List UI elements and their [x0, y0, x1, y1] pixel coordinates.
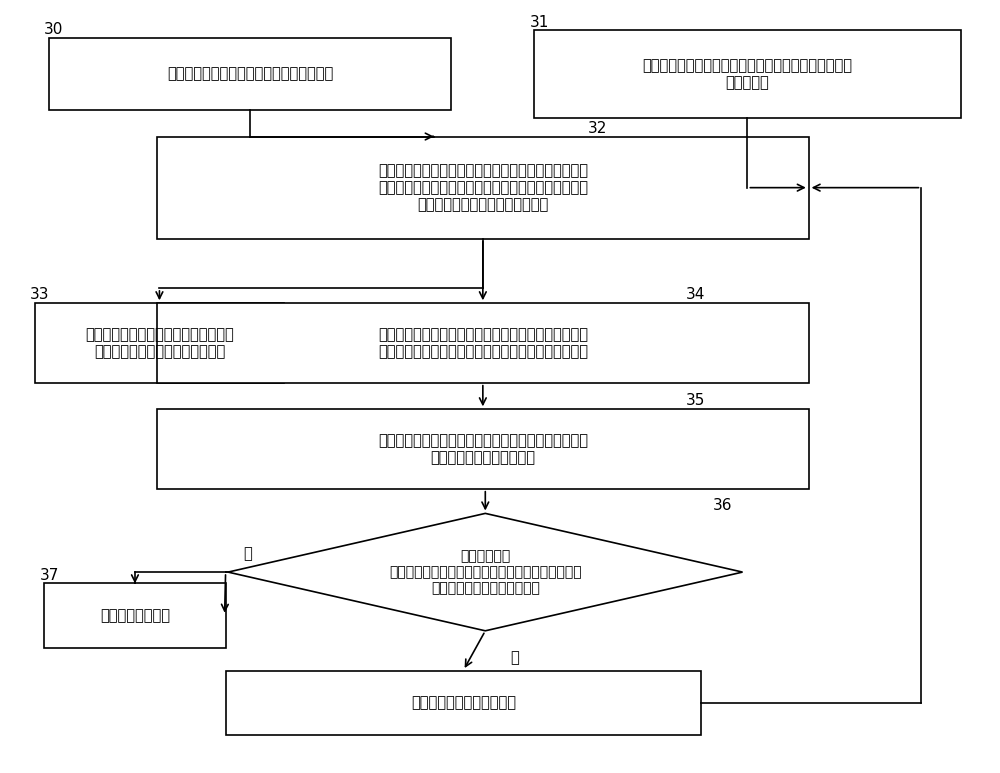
Text: 30: 30 [44, 22, 64, 37]
Text: 是: 是 [243, 546, 252, 560]
Text: 等待下一次定位的定位结果: 等待下一次定位的定位结果 [411, 695, 516, 710]
FancyBboxPatch shape [226, 670, 701, 735]
FancyBboxPatch shape [157, 409, 809, 489]
Text: 对所述距离小于等于预设的距离阈值的
日程提醒信息，提醒用户日程活动: 对所述距离小于等于预设的距离阈值的 日程提醒信息，提醒用户日程活动 [85, 327, 234, 359]
Text: 提醒用户日程活动: 提醒用户日程活动 [100, 608, 170, 623]
Text: 根据最后一次定位的定位结果和所述获取的日程提醒信
息中的日程活动地点，计算所述最后一次定位的定位结
果与所述日程活动地点之间的距离: 根据最后一次定位的定位结果和所述获取的日程提醒信 息中的日程活动地点，计算所述最… [378, 163, 588, 213]
Text: 31: 31 [529, 15, 549, 29]
FancyBboxPatch shape [157, 137, 809, 239]
Text: 获取用户通过移动终端预设的日程提醒信息: 获取用户通过移动终端预设的日程提醒信息 [167, 66, 333, 81]
Text: 35: 35 [686, 393, 706, 408]
FancyBboxPatch shape [44, 584, 226, 648]
Text: 根据所述最后一次定位的定位结果及所述获取的日程提
醒信息，计算日程提醒时间: 根据所述最后一次定位的定位结果及所述获取的日程提 醒信息，计算日程提醒时间 [378, 433, 588, 465]
Text: 33: 33 [30, 288, 49, 302]
Text: 否: 否 [510, 650, 519, 665]
FancyBboxPatch shape [534, 30, 961, 117]
Text: 34: 34 [686, 288, 706, 302]
Text: 32: 32 [588, 121, 608, 136]
Text: 36: 36 [713, 498, 733, 512]
Text: 在预置的时间内按照预置的定位次数对所述移动终端进
行数次定位: 在预置的时间内按照预置的定位次数对所述移动终端进 行数次定位 [642, 58, 852, 90]
FancyBboxPatch shape [157, 303, 809, 383]
FancyBboxPatch shape [49, 38, 451, 110]
FancyBboxPatch shape [34, 303, 284, 383]
Polygon shape [228, 513, 743, 631]
Text: 37: 37 [39, 567, 59, 583]
Text: 对距离大于预设的距离阈值的日程提醒信息，从中获取
日程活动开始时间离当前时间最近一个的日程提醒信息: 对距离大于预设的距离阈值的日程提醒信息，从中获取 日程活动开始时间离当前时间最近… [378, 327, 588, 359]
Text: 判断得到所述
目标定位结果的定位时间与所述日程提醒时间的差值
是否小于等于预设的时间阈值: 判断得到所述 目标定位结果的定位时间与所述日程提醒时间的差值 是否小于等于预设的… [389, 549, 582, 595]
